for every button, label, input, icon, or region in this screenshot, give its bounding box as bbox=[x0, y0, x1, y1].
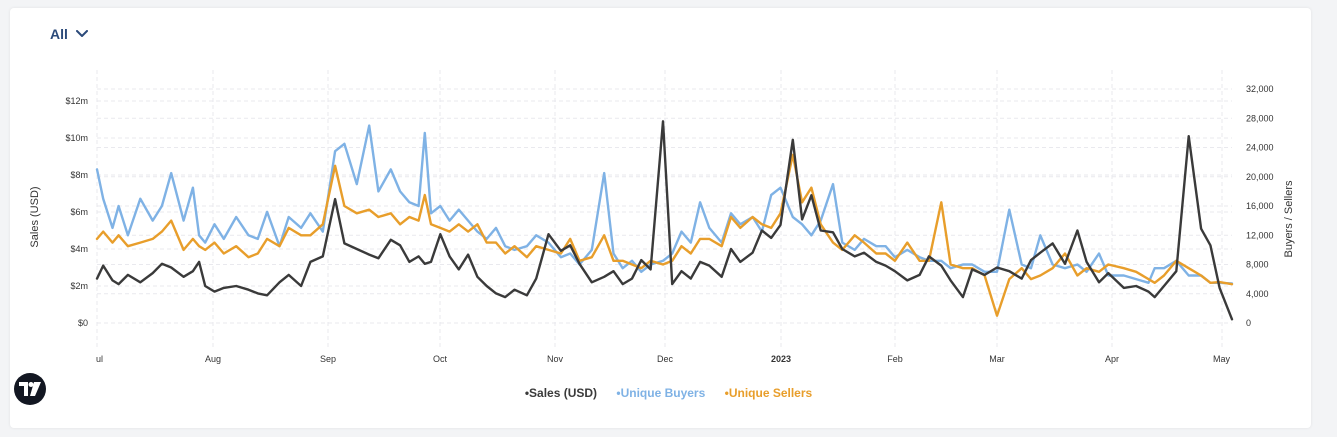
legend-sales[interactable]: •Sales (USD) bbox=[524, 386, 598, 400]
right-tick-label: 20,000 bbox=[1246, 172, 1274, 182]
right-tick-label: 4,000 bbox=[1246, 289, 1269, 299]
left-tick-label: $10m bbox=[65, 133, 88, 143]
x-tick-label: Oct bbox=[433, 354, 448, 364]
x-tick-label: May bbox=[1213, 354, 1231, 364]
left-tick-label: $2m bbox=[70, 281, 88, 291]
chart-legend: •Sales (USD) •Unique Buyers •Unique Sell… bbox=[0, 386, 1337, 400]
left-tick-label: $0 bbox=[78, 318, 88, 328]
filter-label: All bbox=[50, 26, 68, 42]
right-tick-label: 16,000 bbox=[1246, 201, 1274, 211]
x-tick-label: Mar bbox=[989, 354, 1005, 364]
tradingview-logo[interactable] bbox=[14, 373, 46, 405]
x-axis: ul Aug Sep Oct Nov Dec 2023 Feb Mar Apr May bbox=[96, 354, 1230, 364]
x-tick-label: Feb bbox=[887, 354, 903, 364]
left-tick-label: $4m bbox=[70, 244, 88, 254]
x-tick-label: Dec bbox=[657, 354, 674, 364]
left-tick-label: $12m bbox=[65, 96, 88, 106]
legend-unique-sellers[interactable]: •Unique Sellers bbox=[724, 386, 813, 400]
x-tick-label: Sep bbox=[320, 354, 336, 364]
chart-card bbox=[10, 8, 1311, 428]
right-tick-label: 12,000 bbox=[1246, 230, 1274, 240]
x-tick-label: ul bbox=[96, 354, 103, 364]
right-tick-label: 28,000 bbox=[1246, 113, 1274, 123]
right-tick-label: 0 bbox=[1246, 318, 1251, 328]
right-tick-label: 24,000 bbox=[1246, 143, 1274, 153]
series-line-sales-usd bbox=[95, 120, 1234, 321]
left-axis-title: Sales (USD) bbox=[29, 186, 41, 247]
x-tick-label: Aug bbox=[205, 354, 221, 364]
right-tick-label: 32,000 bbox=[1246, 84, 1274, 94]
chevron-down-icon bbox=[75, 30, 88, 37]
left-axis: $0 $2m $4m $6m $8m $10m $12m bbox=[65, 96, 88, 328]
left-tick-label: $8m bbox=[70, 170, 88, 180]
series-line-unique-sellers bbox=[95, 153, 1234, 317]
filter-dropdown[interactable]: All bbox=[50, 26, 88, 42]
right-tick-label: 8,000 bbox=[1246, 260, 1269, 270]
tradingview-logo-icon bbox=[19, 382, 41, 396]
x-tick-label: 2023 bbox=[771, 354, 791, 364]
left-tick-label: $6m bbox=[70, 207, 88, 217]
chart-series bbox=[95, 120, 1234, 321]
x-tick-label: Apr bbox=[1105, 354, 1119, 364]
legend-unique-buyers[interactable]: •Unique Buyers bbox=[616, 386, 706, 400]
x-tick-label: Nov bbox=[547, 354, 564, 364]
right-axis-title: Buyers / Sellers bbox=[1283, 180, 1295, 258]
right-axis: 0 4,000 8,000 12,000 16,000 20,000 24,000 28,00… bbox=[1246, 84, 1274, 328]
chart-grid bbox=[96, 70, 1232, 347]
